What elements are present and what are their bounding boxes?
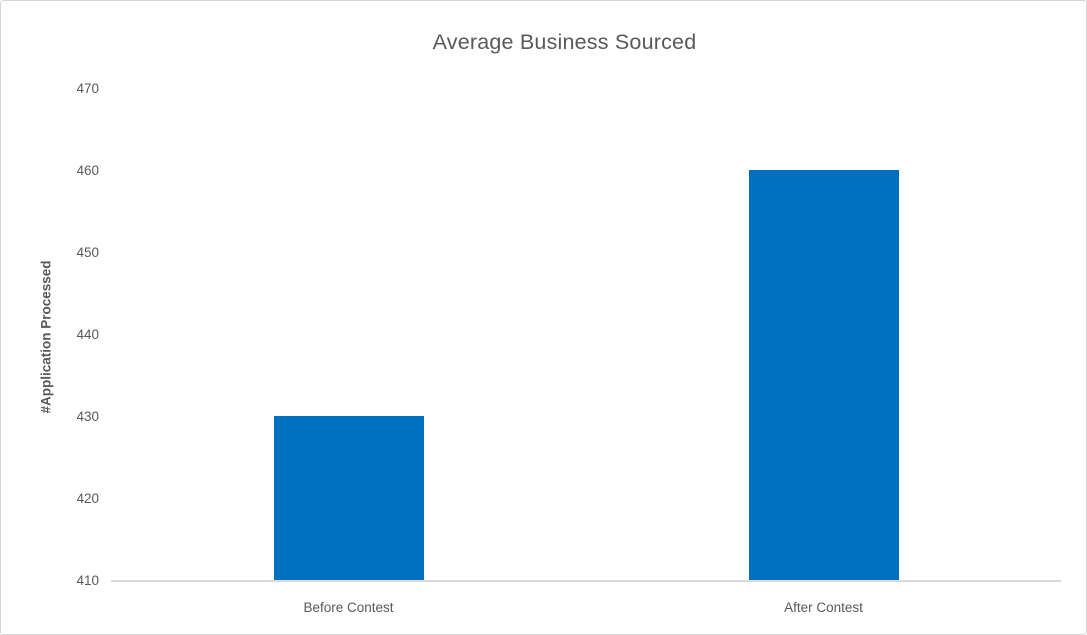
chart-title: Average Business Sourced [432, 30, 697, 54]
x-tick-label: After Contest [784, 600, 863, 615]
bar-before-contest [273, 416, 424, 580]
x-tick-label: Before Contest [303, 600, 394, 615]
y-tick-label: 410 [76, 572, 99, 588]
y-axis-title: #Application Processed [38, 260, 54, 414]
y-tick-label: 440 [76, 326, 99, 342]
plot-area: 410 420 430 440 450 460 470 [76, 81, 1061, 586]
x-axis-labels: Before Contest After Contest [111, 600, 1061, 620]
y-tick-label: 470 [76, 80, 99, 96]
y-tick-label: 420 [76, 490, 99, 506]
y-tick-label: 460 [76, 162, 99, 178]
y-tick-label: 430 [76, 408, 99, 424]
y-tick-label: 450 [76, 244, 99, 260]
bar-after-contest [748, 170, 899, 580]
